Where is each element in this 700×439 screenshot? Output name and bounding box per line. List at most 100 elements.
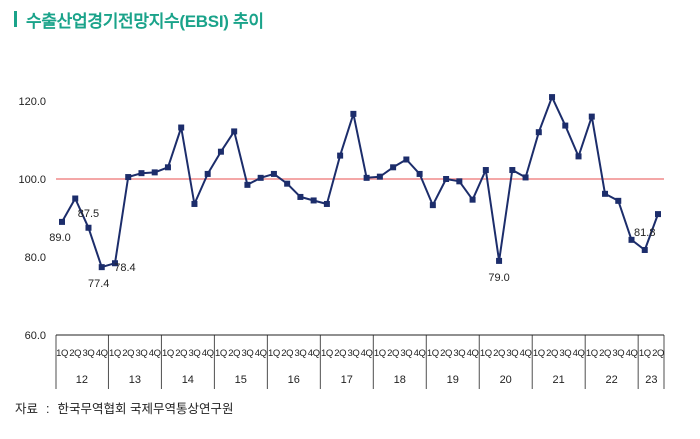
ebsi-data-point [456,178,463,185]
data-label: 78.4 [114,262,135,274]
x-tick-quarter-label: 3Q [400,348,412,359]
x-tick-quarter-label: 2Q [175,348,187,359]
ebsi-data-point [562,122,569,129]
ebsi-data-point [655,211,661,218]
ebsi-data-point [575,153,582,160]
ebsi-data-point [164,164,171,171]
ebsi-data-point [337,152,344,159]
x-tick-quarter-label: 1Q [268,348,280,359]
ebsi-data-point [390,164,397,171]
y-tick-label: 120.0 [18,96,46,108]
x-tick-quarter-label: 4Q [202,348,214,359]
title-accent-bar [14,11,17,27]
x-year-label: 18 [394,374,406,386]
x-tick-quarter-label: 1Q [321,348,333,359]
x-tick-quarter-label: 3Q [612,348,624,359]
ebsi-data-point [85,224,92,231]
x-tick-quarter-label: 4Q [414,348,426,359]
x-tick-quarter-label: 3Q [506,348,518,359]
ebsi-data-point [602,190,609,197]
ebsi-data-point [178,124,185,131]
ebsi-data-point [191,200,198,207]
y-tick-label: 100.0 [18,174,46,186]
data-label: 77.4 [88,278,109,290]
x-tick-quarter-label: 2Q [599,348,611,359]
ebsi-data-point [257,174,264,181]
ebsi-data-point [469,196,476,203]
x-tick-quarter-label: 3Q [241,348,253,359]
ebsi-data-point [376,173,383,180]
y-tick-label: 60.0 [25,330,46,342]
ebsi-data-point [217,148,224,155]
ebsi-data-point [509,167,516,174]
x-tick-quarter-label: 4Q [149,348,161,359]
x-tick-quarter-label: 1Q [162,348,174,359]
source-note: 자료: 한국무역협회 국제무역통상연구원 [15,402,234,416]
x-tick-quarter-label: 1Q [586,348,598,359]
x-year-label: 22 [606,374,618,386]
ebsi-series-line [61,96,659,269]
ebsi-data-point [403,156,410,163]
chart-title: 수출산업경기전망지수(EBSI) 추이 [26,11,264,31]
x-tick-quarter-label: 3Q [294,348,306,359]
x-tick-quarter-label: 4Q [573,348,585,359]
x-tick-quarter-label: 1Q [109,348,121,359]
source-text: 한국무역협회 국제무역통상연구원 [57,402,234,416]
ebsi-data-point [151,169,158,176]
x-tick-quarter-label: 3Q [453,348,465,359]
x-tick-quarter-label: 1Q [480,348,492,359]
chart-title-block: 수출산업경기전망지수(EBSI) 추이 [14,8,264,31]
x-tick-quarter-label: 3Q [347,348,359,359]
ebsi-data-point [443,176,450,182]
ebsi-data-point [297,193,304,200]
ebsi-data-point [111,260,118,267]
data-label: 81.8 [634,227,655,239]
x-tick-quarter-label: 4Q [520,348,532,359]
ebsi-data-point [482,167,489,174]
x-tick-quarter-label: 2Q [493,348,505,359]
x-tick-quarter-label: 1Q [56,348,68,359]
ebsi-data-point [429,202,436,209]
ebsi-data-point [628,236,635,243]
x-year-label: 13 [129,374,141,386]
x-tick-quarter-label: 4Q [255,348,267,359]
x-tick-quarter-label: 1Q [639,348,651,359]
ebsi-data-point [284,180,291,187]
x-year-label: 14 [182,374,194,386]
ebsi-data-point [125,174,132,181]
x-tick-quarter-label: 4Q [626,348,638,359]
x-tick-quarter-label: 2Q [228,348,240,359]
ebsi-data-point [59,218,65,225]
x-year-label: 16 [288,374,300,386]
ebsi-data-point [350,110,357,117]
x-tick-quarter-label: 4Q [96,348,108,359]
x-tick-quarter-label: 3Q [189,348,201,359]
y-tick-label: 80.0 [25,252,46,264]
x-tick-quarter-label: 4Q [467,348,479,359]
x-tick-quarter-label: 2Q [122,348,134,359]
ebsi-data-point [615,197,622,204]
x-tick-quarter-label: 1Q [374,348,386,359]
ebsi-data-point [244,181,251,188]
x-year-label: 20 [500,374,512,386]
ebsi-data-point [641,246,648,253]
ebsi-data-point [231,128,238,135]
x-year-label: 23 [645,374,657,386]
x-tick-quarter-label: 4Q [361,348,373,359]
x-tick-quarter-label: 3Q [559,348,571,359]
x-tick-quarter-label: 2Q [652,348,664,359]
ebsi-data-point [323,200,330,207]
x-tick-quarter-label: 2Q [334,348,346,359]
x-tick-quarter-label: 1Q [533,348,545,359]
ebsi-data-point [535,129,542,136]
ebsi-data-point [522,174,529,181]
ebsi-data-point [72,195,79,202]
ebsi-data-point [98,264,105,271]
ebsi-data-point [310,197,317,204]
ebsi-data-point [588,113,595,120]
x-year-label: 21 [553,374,565,386]
data-label: 89.0 [49,232,70,244]
x-tick-quarter-label: 2Q [440,348,452,359]
data-label: 87.5 [78,208,99,220]
